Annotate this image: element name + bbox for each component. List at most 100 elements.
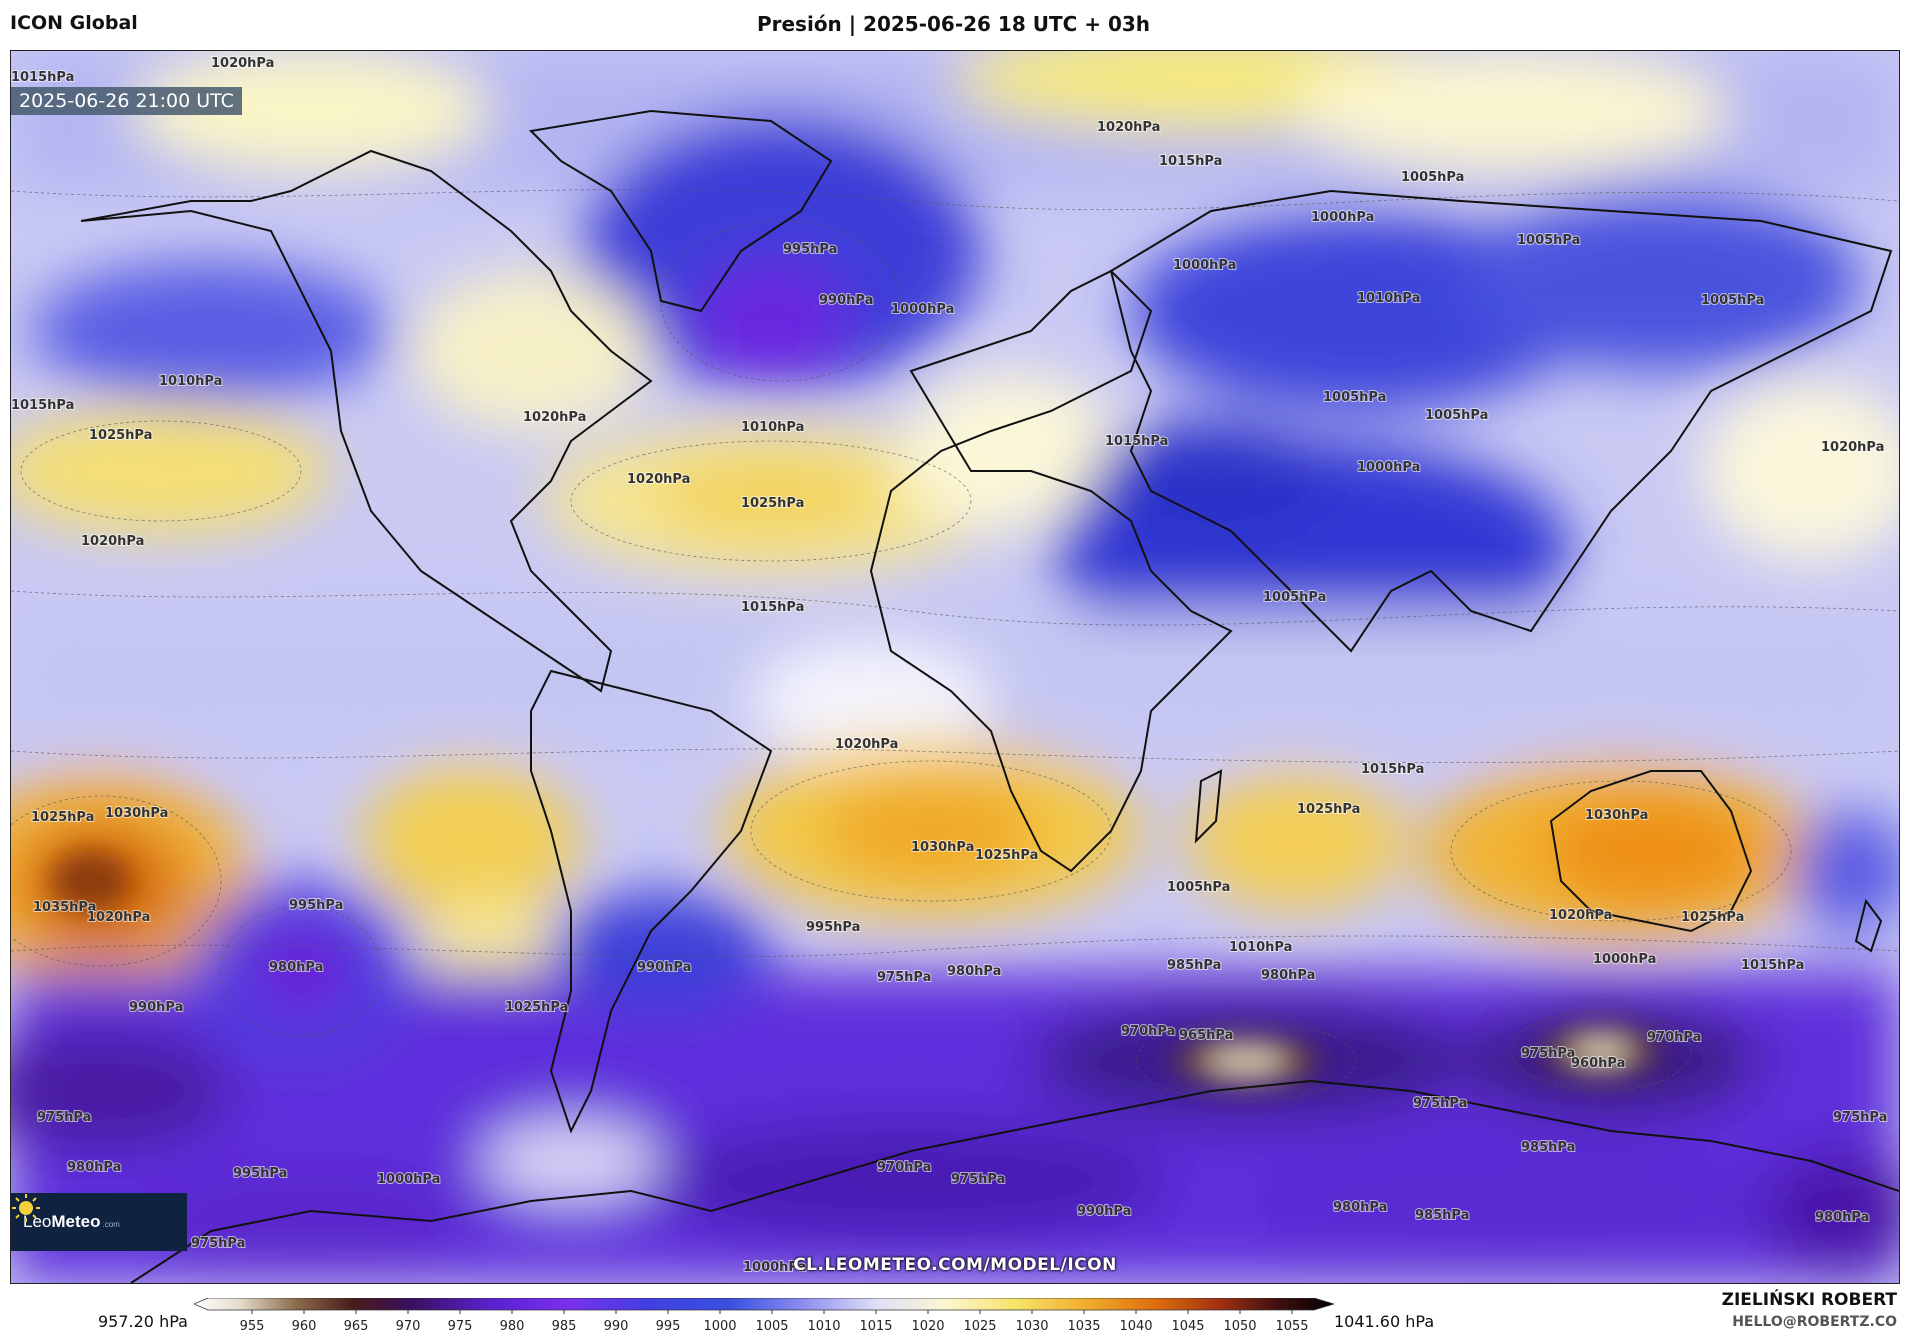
contour-label: 1005hPa bbox=[1401, 170, 1464, 185]
colorbar-ticks: 955 960 965 970 975 980 985 990 995 1000 1005 1010 1… bbox=[240, 1310, 1309, 1334]
colorbar-tick-label: 970 bbox=[396, 1319, 421, 1334]
contour-label: 1000hPa bbox=[891, 302, 954, 317]
contour-label: 1030hPa bbox=[911, 840, 974, 855]
contour-label: 1005hPa bbox=[1517, 233, 1580, 248]
contour-label: 960hPa bbox=[1571, 1056, 1625, 1071]
contour-label: 1025hPa bbox=[1297, 802, 1360, 817]
contour-label: 1035hPa bbox=[33, 900, 96, 915]
contour-labels: 1020hPa 1015hPa 1020hPa 1015hPa 1005hPa … bbox=[11, 55, 1888, 1276]
contour-label: 970hPa bbox=[1647, 1030, 1701, 1045]
contour-label: 995hPa bbox=[233, 1166, 287, 1181]
colorbar-tick-label: 965 bbox=[344, 1319, 369, 1334]
contour-label: 975hPa bbox=[1833, 1110, 1887, 1125]
colorbar-tick-label: 985 bbox=[552, 1319, 577, 1334]
colorbar-tick-label: 1000 bbox=[703, 1319, 736, 1334]
pressure-map[interactable]: 1020hPa 1015hPa 1020hPa 1015hPa 1005hPa … bbox=[10, 50, 1900, 1284]
contour-label: 1005hPa bbox=[1425, 408, 1488, 423]
contour-label: 1025hPa bbox=[741, 496, 804, 511]
contour-label: 980hPa bbox=[947, 964, 1001, 979]
contour-label: 975hPa bbox=[1413, 1096, 1467, 1111]
contour-label: 1020hPa bbox=[1097, 120, 1160, 135]
colorbar-tick-label: 1035 bbox=[1067, 1319, 1100, 1334]
contour-label: 1025hPa bbox=[31, 810, 94, 825]
sun-icon bbox=[12, 1194, 40, 1222]
contour-label: 1020hPa bbox=[835, 737, 898, 752]
contour-label: 1005hPa bbox=[1263, 590, 1326, 605]
model-name: ICON Global bbox=[10, 12, 138, 34]
colorbar-tick-label: 1045 bbox=[1171, 1319, 1204, 1334]
contour-label: 1025hPa bbox=[1681, 910, 1744, 925]
colorbar-tick-label: 1005 bbox=[755, 1319, 788, 1334]
leometeo-logo: LeoMeteo .com bbox=[11, 1193, 187, 1251]
contour-label: 1010hPa bbox=[741, 420, 804, 435]
colorbar-tick-label: 955 bbox=[240, 1319, 265, 1334]
website-watermark: CL.LEOMETEO.COM/MODEL/ICON bbox=[793, 1255, 1117, 1275]
contour-label: 1020hPa bbox=[1549, 908, 1612, 923]
contour-label: 1000hPa bbox=[1173, 258, 1236, 273]
contour-label: 990hPa bbox=[1077, 1204, 1131, 1219]
colorbar-tick-label: 980 bbox=[500, 1319, 525, 1334]
contour-label: 1025hPa bbox=[89, 428, 152, 443]
isobar-lines bbox=[11, 188, 1899, 1102]
contour-label: 1015hPa bbox=[1105, 434, 1168, 449]
contour-label: 975hPa bbox=[1521, 1046, 1575, 1061]
colorbar-tick-label: 1015 bbox=[859, 1319, 892, 1334]
contour-label: 1015hPa bbox=[1159, 154, 1222, 169]
contour-label: 990hPa bbox=[819, 293, 873, 308]
contour-label: 1015hPa bbox=[1741, 958, 1804, 973]
contour-label: 975hPa bbox=[191, 1236, 245, 1251]
contour-label: 1020hPa bbox=[81, 534, 144, 549]
contour-label: 995hPa bbox=[289, 898, 343, 913]
contour-label: 1020hPa bbox=[1821, 440, 1884, 455]
contour-label: 970hPa bbox=[1121, 1024, 1175, 1039]
contour-label: 980hPa bbox=[1815, 1210, 1869, 1225]
author-email[interactable]: HELLO@ROBERTZ.CO bbox=[1732, 1314, 1897, 1330]
contour-label: 1020hPa bbox=[523, 410, 586, 425]
contour-label: 995hPa bbox=[806, 920, 860, 935]
contour-label: 1000hPa bbox=[743, 1260, 806, 1275]
contour-label: 985hPa bbox=[1415, 1208, 1469, 1223]
contour-label: 975hPa bbox=[951, 1172, 1005, 1187]
contour-label: 1005hPa bbox=[1323, 390, 1386, 405]
contour-label: 980hPa bbox=[269, 960, 323, 975]
contour-label: 1000hPa bbox=[1593, 952, 1656, 967]
author-name: ZIELIŃSKI ROBERT bbox=[1721, 1290, 1897, 1310]
colorbar: 955 960 965 970 975 980 985 990 995 1000 1005 1010 1… bbox=[194, 1298, 1334, 1334]
colorbar-tick-label: 975 bbox=[448, 1319, 473, 1334]
colorbar-tick-label: 1055 bbox=[1275, 1319, 1308, 1334]
contour-label: 1025hPa bbox=[975, 848, 1038, 863]
colorbar-tick-label: 1030 bbox=[1015, 1319, 1048, 1334]
contour-label: 975hPa bbox=[37, 1110, 91, 1125]
colorbar-tick-label: 995 bbox=[656, 1319, 681, 1334]
colorbar-tick-label: 1040 bbox=[1119, 1319, 1152, 1334]
contour-label: 1000hPa bbox=[1311, 210, 1374, 225]
contour-label: 1005hPa bbox=[1167, 880, 1230, 895]
colorbar-tick-label: 1010 bbox=[807, 1319, 840, 1334]
contour-label: 1015hPa bbox=[11, 70, 74, 85]
contour-label: 1020hPa bbox=[87, 910, 150, 925]
contour-label: 1015hPa bbox=[741, 600, 804, 615]
pressure-field: 1020hPa 1015hPa 1020hPa 1015hPa 1005hPa … bbox=[11, 51, 1899, 1283]
colorbar-tick-label: 960 bbox=[292, 1319, 317, 1334]
coastlines bbox=[80, 109, 1899, 1283]
contour-label: 980hPa bbox=[1333, 1200, 1387, 1215]
colorbar-min-label: 957.20 hPa bbox=[98, 1312, 188, 1331]
contour-label: 1005hPa bbox=[1701, 293, 1764, 308]
logo-text: LeoMeteo .com bbox=[23, 1212, 120, 1231]
contour-label: 985hPa bbox=[1167, 958, 1221, 973]
contour-label: 1010hPa bbox=[159, 374, 222, 389]
contour-label: 985hPa bbox=[1521, 1140, 1575, 1155]
colorbar-max-label: 1041.60 hPa bbox=[1334, 1312, 1435, 1331]
contour-label: 965hPa bbox=[1179, 1028, 1233, 1043]
contour-label: 995hPa bbox=[783, 242, 837, 257]
colorbar-tick-label: 990 bbox=[604, 1319, 629, 1334]
contour-label: 1020hPa bbox=[211, 56, 274, 71]
colorbar-tick-label: 1025 bbox=[963, 1319, 996, 1334]
contour-label: 1000hPa bbox=[1357, 460, 1420, 475]
contour-label: 1015hPa bbox=[1361, 762, 1424, 777]
contour-label: 1020hPa bbox=[627, 472, 690, 487]
contour-label: 970hPa bbox=[877, 1160, 931, 1175]
colorbar-tick-label: 1050 bbox=[1223, 1319, 1256, 1334]
contour-label: 1030hPa bbox=[105, 806, 168, 821]
contour-label: 980hPa bbox=[67, 1160, 121, 1175]
